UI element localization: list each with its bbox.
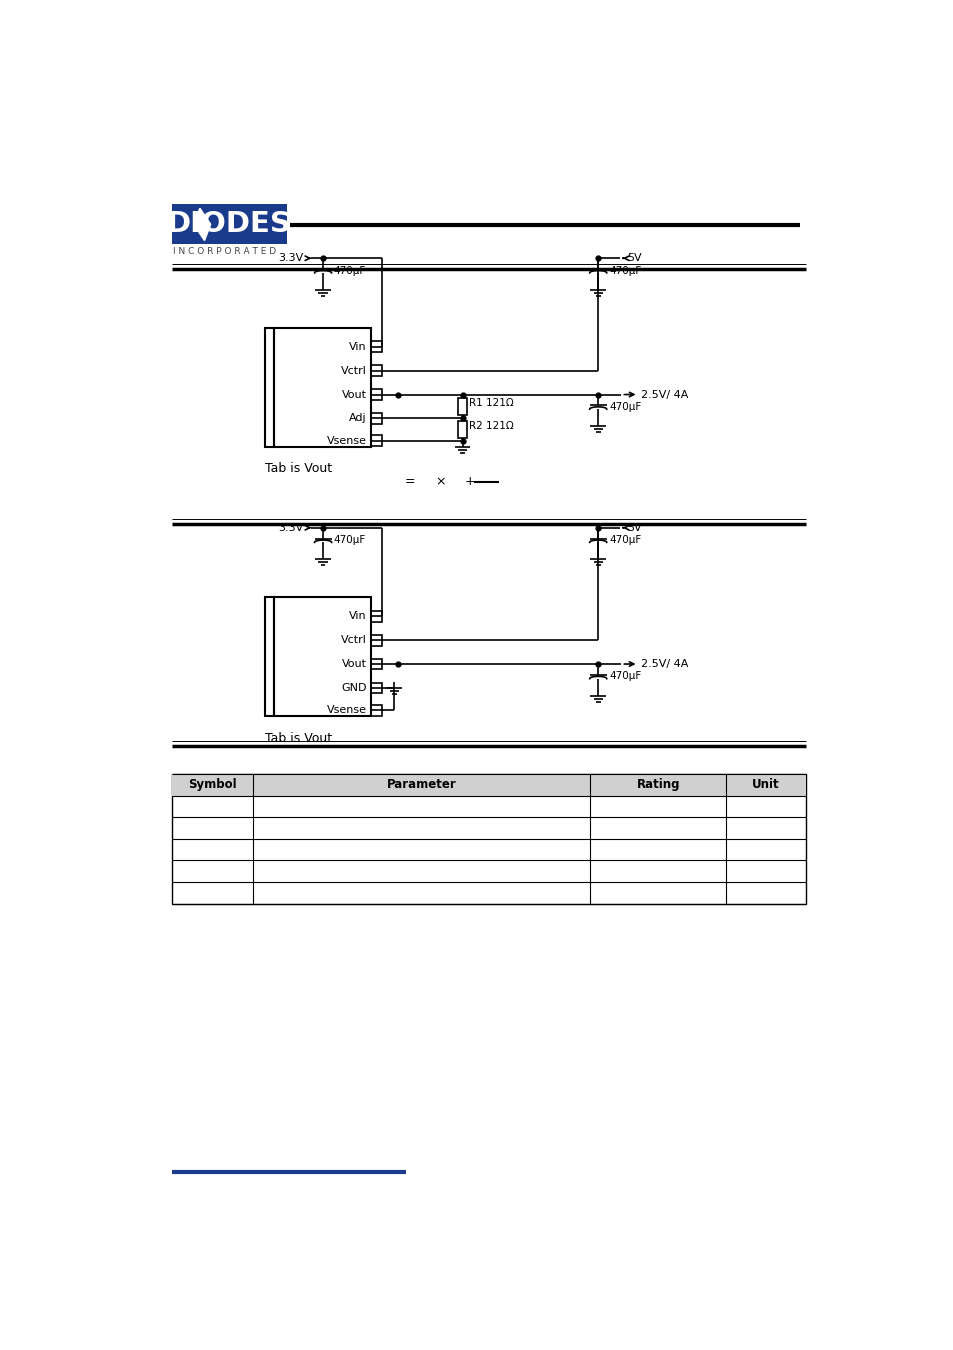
- Text: Vout: Vout: [341, 659, 366, 670]
- Text: Rating: Rating: [636, 779, 679, 791]
- Bar: [457, 398, 466, 414]
- Text: Vout: Vout: [341, 390, 366, 400]
- Bar: [371, 612, 381, 622]
- Text: 470μF: 470μF: [334, 535, 366, 545]
- Bar: [371, 413, 381, 424]
- Bar: [172, 204, 286, 244]
- Text: =: =: [404, 475, 415, 489]
- Text: 470μF: 470μF: [334, 266, 366, 275]
- Text: Tab is Vout: Tab is Vout: [265, 732, 332, 745]
- Text: 2.5V/ 4A: 2.5V/ 4A: [640, 659, 687, 670]
- Text: ×: ×: [436, 475, 446, 489]
- Text: 470μF: 470μF: [608, 535, 640, 545]
- Text: Vsense: Vsense: [326, 705, 366, 716]
- Text: Vctrl: Vctrl: [340, 634, 366, 645]
- Bar: [265, 328, 274, 447]
- Text: 470μF: 470μF: [608, 266, 640, 275]
- Bar: [371, 659, 381, 670]
- Bar: [371, 683, 381, 694]
- Text: Vin: Vin: [349, 612, 366, 621]
- Bar: [371, 342, 381, 352]
- Text: Unit: Unit: [751, 779, 779, 791]
- Bar: [457, 421, 466, 437]
- Text: 2.5V/ 4A: 2.5V/ 4A: [640, 390, 687, 400]
- Bar: [265, 597, 274, 717]
- Bar: [371, 435, 381, 446]
- Text: Adj: Adj: [349, 413, 366, 424]
- Text: R1 121Ω: R1 121Ω: [469, 398, 514, 409]
- Text: Vin: Vin: [349, 342, 366, 352]
- Bar: [274, 597, 371, 717]
- Bar: [371, 366, 381, 377]
- Text: 5V: 5V: [627, 254, 641, 263]
- Text: GND: GND: [340, 683, 366, 693]
- Bar: [371, 634, 381, 645]
- Text: R2 121Ω: R2 121Ω: [469, 421, 514, 432]
- Text: I N C O R P O R A T E D: I N C O R P O R A T E D: [173, 247, 276, 256]
- Bar: [172, 774, 805, 795]
- Bar: [274, 328, 371, 447]
- Text: 470μF: 470μF: [608, 402, 640, 412]
- Text: Vsense: Vsense: [326, 436, 366, 446]
- Bar: [172, 774, 805, 903]
- Text: Tab is Vout: Tab is Vout: [265, 462, 332, 475]
- Polygon shape: [193, 208, 211, 240]
- Text: Vctrl: Vctrl: [340, 366, 366, 375]
- Bar: [371, 389, 381, 400]
- Text: DIODES: DIODES: [167, 211, 292, 239]
- Text: Parameter: Parameter: [387, 779, 456, 791]
- Bar: [371, 705, 381, 716]
- Text: 3.3V: 3.3V: [278, 522, 303, 533]
- Text: +: +: [464, 475, 475, 489]
- Text: 470μF: 470μF: [608, 671, 640, 682]
- Text: 5V: 5V: [627, 522, 641, 533]
- Text: Symbol: Symbol: [188, 779, 236, 791]
- Text: 3.3V: 3.3V: [278, 254, 303, 263]
